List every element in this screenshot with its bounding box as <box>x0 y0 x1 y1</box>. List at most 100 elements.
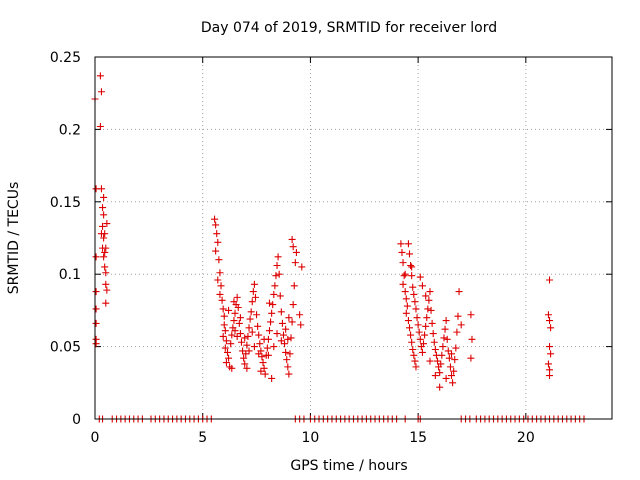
data-point <box>239 347 247 355</box>
data-point <box>399 280 407 288</box>
data-point <box>289 243 297 251</box>
data-point <box>100 234 108 242</box>
y-axis-tick-labels: 0 0.05 0.1 0.15 0.2 0.25 <box>50 50 81 428</box>
data-point <box>212 221 220 229</box>
data-point <box>243 341 251 349</box>
x-axis-tick-labels: 0 5 10 15 20 <box>91 430 535 446</box>
data-point <box>418 348 426 356</box>
data-point <box>298 263 306 271</box>
data-point <box>100 211 108 219</box>
data-point <box>403 302 411 310</box>
data-point <box>278 319 286 327</box>
x-tick-label: 15 <box>409 430 427 446</box>
data-point <box>248 328 256 336</box>
data-point <box>261 370 269 378</box>
data-point <box>448 350 456 358</box>
data-point <box>233 332 241 340</box>
data-point <box>103 286 111 294</box>
y-tick-label: 0.25 <box>50 50 81 66</box>
data-point <box>260 335 268 343</box>
data-point <box>231 309 239 317</box>
y-tick-label: 0 <box>72 412 81 428</box>
data-point <box>426 288 434 296</box>
data-point <box>398 248 406 256</box>
x-tick-label: 20 <box>517 430 535 446</box>
data-point <box>256 340 264 348</box>
data-point <box>246 315 254 323</box>
data-point <box>410 290 418 298</box>
data-point <box>468 335 476 343</box>
data-point <box>287 334 295 342</box>
data-point <box>284 363 292 371</box>
data-point <box>546 343 554 351</box>
data-point <box>222 359 230 367</box>
data-point <box>467 311 475 319</box>
data-point <box>216 269 224 277</box>
data-point <box>404 317 412 325</box>
data-point <box>411 357 419 365</box>
data-point <box>254 322 262 330</box>
data-point <box>265 327 273 335</box>
data-point <box>263 344 271 352</box>
data-point <box>285 370 293 378</box>
data-point <box>281 340 289 348</box>
data-point <box>225 354 233 362</box>
data-point <box>258 353 266 361</box>
data-point <box>240 354 248 362</box>
data-point <box>288 235 296 243</box>
data-point <box>434 357 442 365</box>
data-point <box>231 327 239 335</box>
data-point <box>212 247 220 255</box>
data-point <box>425 296 433 304</box>
data-point <box>221 327 229 335</box>
data-point <box>414 321 422 329</box>
data-point <box>544 311 552 319</box>
data-point <box>276 292 284 300</box>
data-point <box>257 367 265 375</box>
chart-title: Day 074 of 2019, SRMTID for receiver lor… <box>201 20 497 36</box>
data-point <box>251 293 259 301</box>
data-point <box>228 364 236 372</box>
data-point <box>273 330 281 338</box>
data-point <box>102 269 110 277</box>
data-point <box>409 345 417 353</box>
data-point <box>233 293 241 301</box>
data-point <box>97 230 105 238</box>
data-point <box>546 317 554 325</box>
data-point <box>412 363 420 371</box>
data-point <box>237 338 245 346</box>
data-point <box>259 359 267 367</box>
data-point <box>452 344 460 352</box>
data-point <box>284 335 292 343</box>
x-tick-label: 5 <box>198 430 207 446</box>
data-point <box>401 270 409 278</box>
y-tick-label: 0.1 <box>59 267 81 283</box>
data-point <box>213 230 221 238</box>
data-point <box>412 305 420 313</box>
data-point <box>99 222 107 230</box>
data-point <box>249 288 257 296</box>
data-point <box>277 308 285 316</box>
y-axis-label: SRMTID / TECUs <box>6 182 22 295</box>
data-point <box>92 319 100 327</box>
data-point <box>408 338 416 346</box>
data-point <box>215 256 223 264</box>
data-point <box>97 88 105 96</box>
data-point <box>217 282 225 290</box>
data-point <box>250 343 258 351</box>
data-point <box>250 280 258 288</box>
data-point <box>547 350 555 358</box>
data-point <box>221 344 229 352</box>
data-point <box>275 270 283 278</box>
data-point <box>410 351 418 359</box>
data-point <box>400 272 408 280</box>
data-point <box>222 337 230 345</box>
data-point <box>444 347 452 355</box>
data-point <box>437 360 445 368</box>
data-point <box>544 360 552 368</box>
data-point <box>227 340 235 348</box>
data-point <box>441 325 449 333</box>
data-point <box>243 364 251 372</box>
data-point <box>422 322 430 330</box>
data-point <box>450 367 458 375</box>
